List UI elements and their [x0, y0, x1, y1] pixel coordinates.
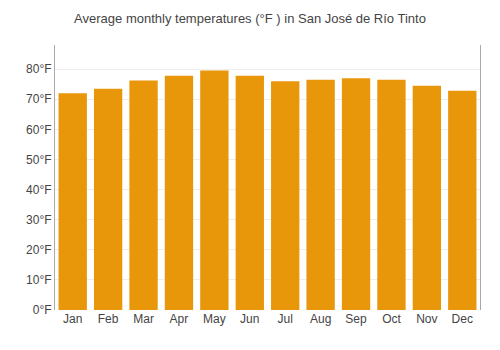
svg-text:Oct: Oct [382, 312, 401, 326]
svg-text:40°F: 40°F [26, 183, 51, 197]
svg-text:Average monthly temperatures (: Average monthly temperatures (°F ) in Sa… [74, 11, 426, 26]
svg-text:May: May [203, 312, 226, 326]
svg-text:70°F: 70°F [26, 92, 51, 106]
svg-text:Sep: Sep [345, 312, 367, 326]
svg-text:0°F: 0°F [33, 303, 52, 317]
svg-text:Aug: Aug [310, 312, 331, 326]
svg-text:Nov: Nov [416, 312, 437, 326]
svg-text:20°F: 20°F [26, 243, 51, 257]
svg-text:Dec: Dec [452, 312, 473, 326]
svg-text:Jul: Jul [278, 312, 293, 326]
svg-text:10°F: 10°F [26, 273, 51, 287]
svg-text:Jan: Jan [63, 312, 82, 326]
svg-text:50°F: 50°F [26, 153, 51, 167]
svg-text:60°F: 60°F [26, 123, 51, 137]
svg-text:30°F: 30°F [26, 213, 51, 227]
svg-text:Feb: Feb [98, 312, 119, 326]
svg-text:Mar: Mar [133, 312, 154, 326]
svg-text:Apr: Apr [170, 312, 189, 326]
svg-text:Jun: Jun [240, 312, 259, 326]
svg-text:80°F: 80°F [26, 62, 51, 76]
